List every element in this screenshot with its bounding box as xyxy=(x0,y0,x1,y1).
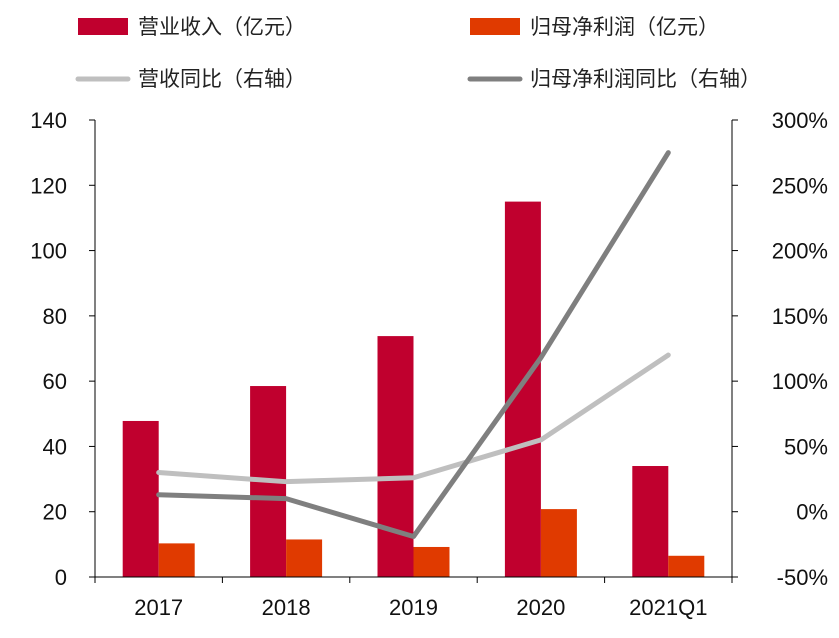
bar-net-profit-2021Q1 xyxy=(668,555,705,577)
bar-net-profit-2020 xyxy=(540,509,577,577)
bar-net-profit-2017 xyxy=(158,543,195,577)
right-tick-label: 150% xyxy=(772,304,828,329)
bar-revenue-2017 xyxy=(122,420,159,577)
left-tick-label: 40 xyxy=(43,434,67,459)
left-tick-label: 140 xyxy=(30,108,67,133)
right-tick-label: 250% xyxy=(772,173,828,198)
legend-label-1: 归母净利润（亿元） xyxy=(530,15,719,39)
right-tick-label: -50% xyxy=(777,565,828,590)
left-tick-label: 0 xyxy=(55,565,67,590)
bar-revenue-2021Q1 xyxy=(632,466,669,577)
bar-revenue-2020 xyxy=(504,201,541,577)
left-tick-label: 100 xyxy=(30,239,67,264)
bar-revenue-2019 xyxy=(377,336,414,577)
right-tick-label: 100% xyxy=(772,369,828,394)
legend-swatch-1 xyxy=(470,18,520,35)
legend: 营业收入（亿元） 归母净利润（亿元） 营收同比（右轴） 归母净利润同比（右轴） xyxy=(75,15,761,91)
right-tick-label: 50% xyxy=(784,434,828,459)
legend-label-2: 营收同比（右轴） xyxy=(138,67,306,91)
lines xyxy=(156,150,671,540)
legend-swatch-0 xyxy=(78,18,128,35)
legend-label-0: 营业收入（亿元） xyxy=(138,15,306,39)
right-tick-label: 200% xyxy=(772,239,828,264)
axes: 0 20 40 60 80 100 120 140 -50% 0% 50% 100% 150% 200% 2… xyxy=(30,108,828,620)
x-tick-label-2020: 2020 xyxy=(516,595,565,620)
x-tick-label-2018: 2018 xyxy=(262,595,311,620)
left-tick-label: 80 xyxy=(43,304,67,329)
left-tick-label: 60 xyxy=(43,369,67,394)
line-net-profit-yoy xyxy=(156,150,671,540)
x-tick-label-2017: 2017 xyxy=(134,595,183,620)
left-tick-label: 120 xyxy=(30,173,67,198)
bar-net-profit-2018 xyxy=(286,539,323,577)
x-tick-label-2019: 2019 xyxy=(389,595,438,620)
right-tick-label: 0% xyxy=(796,500,828,525)
legend-label-3: 归母净利润同比（右轴） xyxy=(530,67,761,91)
x-tick-label-2021Q1: 2021Q1 xyxy=(629,595,707,620)
bar-net-profit-2019 xyxy=(413,546,450,577)
right-tick-label: 300% xyxy=(772,108,828,133)
line-revenue-yoy xyxy=(156,352,671,485)
left-tick-label: 20 xyxy=(43,500,67,525)
